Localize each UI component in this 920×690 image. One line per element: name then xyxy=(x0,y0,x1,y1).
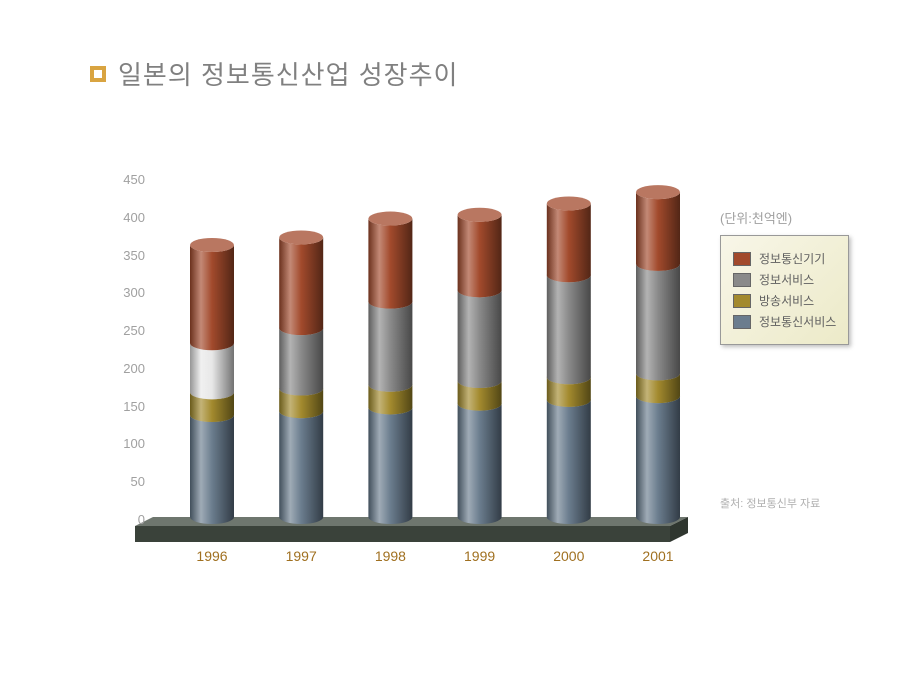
page-title-row: 일본의 정보통신산업 성장추이 xyxy=(90,55,458,92)
y-tick-label: 400 xyxy=(105,210,145,225)
x-tick-label: 1999 xyxy=(450,548,510,564)
unit-label: (단위:천억엔) xyxy=(720,208,792,227)
x-tick-label: 1996 xyxy=(182,548,242,564)
y-tick-label: 350 xyxy=(105,248,145,263)
x-tick-label: 1997 xyxy=(271,548,331,564)
y-tick-label: 450 xyxy=(105,172,145,187)
y-tick-label: 250 xyxy=(105,323,145,338)
x-tick-label: 2000 xyxy=(539,548,599,564)
legend-swatch-icon xyxy=(733,252,751,266)
page-title: 일본의 정보통신산업 성장추이 xyxy=(118,55,458,92)
legend-swatch-icon xyxy=(733,273,751,287)
legend-item: 정보서비스 xyxy=(733,271,836,288)
stacked-bar-chart xyxy=(120,155,730,585)
x-tick-label: 1998 xyxy=(360,548,420,564)
floor-front xyxy=(135,526,670,542)
title-bullet-icon xyxy=(90,66,106,82)
y-tick-label: 100 xyxy=(105,436,145,451)
legend-item: 정보통신기기 xyxy=(733,250,836,267)
y-tick-label: 0 xyxy=(105,512,145,527)
legend-label: 정보서비스 xyxy=(759,271,814,288)
y-tick-label: 200 xyxy=(105,361,145,376)
legend: 정보통신기기정보서비스방송서비스정보통신서비스 xyxy=(720,235,849,345)
legend-label: 방송서비스 xyxy=(759,292,814,309)
y-tick-label: 50 xyxy=(105,474,145,489)
x-tick-label: 2001 xyxy=(628,548,688,564)
legend-label: 정보통신기기 xyxy=(759,250,825,267)
legend-swatch-icon xyxy=(733,315,751,329)
source-label: 출처: 정보통신부 자료 xyxy=(720,495,820,511)
legend-label: 정보통신서비스 xyxy=(759,313,836,330)
legend-swatch-icon xyxy=(733,294,751,308)
legend-item: 정보통신서비스 xyxy=(733,313,836,330)
y-tick-label: 150 xyxy=(105,399,145,414)
legend-item: 방송서비스 xyxy=(733,292,836,309)
y-tick-label: 300 xyxy=(105,285,145,300)
